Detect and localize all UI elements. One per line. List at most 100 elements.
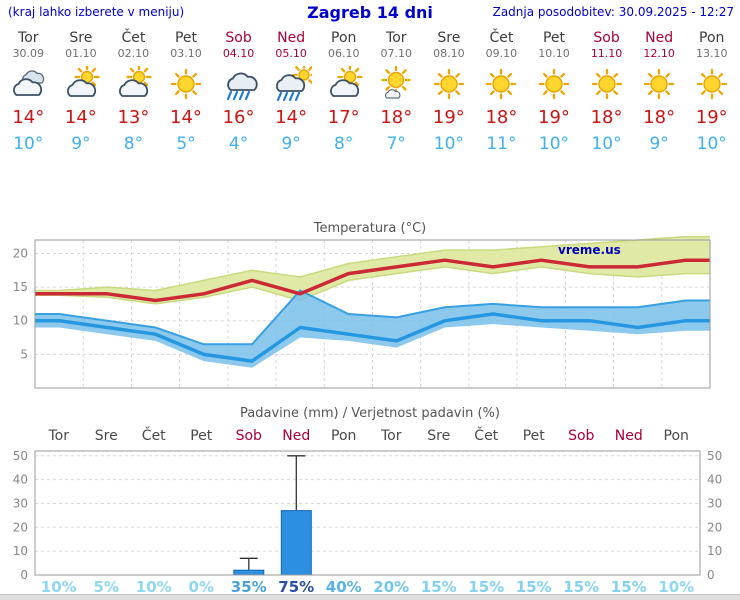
day-column-12.10[interactable]: Ned 12.10 18° 9° <box>633 30 686 154</box>
precip-axis-tick-left: 30 <box>13 497 28 511</box>
day-max-temp: 18° <box>590 107 623 128</box>
day-column-11.10[interactable]: Sob 11.10 18° 10° <box>580 30 633 154</box>
day-column-13.10[interactable]: Pon 13.10 19° 10° <box>685 30 738 154</box>
day-min-temp: 10° <box>13 134 44 154</box>
day-name: Ned <box>645 30 674 46</box>
precip-probability: 10% <box>658 578 695 596</box>
day-column-30.09[interactable]: Tor 30.09 14° 10° <box>2 30 55 154</box>
day-max-temp: 18° <box>643 107 676 128</box>
day-date: 10.10 <box>538 47 570 60</box>
day-date: 06.10 <box>327 47 360 60</box>
precip-day-label: Pet <box>522 428 545 444</box>
weather-icon-sunny-small-cloud <box>381 66 411 99</box>
precip-day-label: Sob <box>568 428 595 444</box>
day-max-temp: 14° <box>275 107 308 128</box>
day-name: Pet <box>174 30 198 46</box>
day-icon-wrap <box>107 65 160 103</box>
page-title: Zagreb 14 dni <box>307 3 433 22</box>
weather-icon-cloudy <box>13 70 45 96</box>
day-column-07.10[interactable]: Tor 07.10 18° 7° <box>370 30 423 154</box>
weather-icon-sunny <box>591 68 622 100</box>
day-name: Pet <box>542 30 566 46</box>
precip-axis-tick-left: 10 <box>13 544 28 558</box>
weather-icon-rain <box>226 72 258 101</box>
precip-bar <box>233 569 265 576</box>
precip-day-label: Sre <box>427 428 451 444</box>
precip-day-labels-row: Tor Sre Čet Pet Sob Ned Pon Tor Sre Čet Pet Sob Ned P… <box>35 428 700 444</box>
precip-probability: 15% <box>563 578 600 596</box>
day-max-temp: 14° <box>170 107 202 128</box>
day-icon-wrap <box>475 65 528 103</box>
day-date: 01.10 <box>65 47 97 60</box>
day-icon-wrap <box>528 65 581 103</box>
temperature-chart: 5 10 15 20 <box>13 235 711 389</box>
day-min-temp: 5° <box>176 134 196 154</box>
day-name: Sob <box>225 30 252 46</box>
day-date: 13.10 <box>695 47 728 60</box>
day-column-10.10[interactable]: Pet 10.10 19° 10° <box>528 30 581 154</box>
day-column-09.10[interactable]: Čet 09.10 18° 11° <box>475 30 528 154</box>
precip-day-label: Ned <box>282 428 311 444</box>
day-icon-wrap <box>2 65 55 103</box>
day-name: Ned <box>277 30 306 46</box>
day-min-temp: 9° <box>281 134 301 154</box>
brand-link[interactable]: vreme.us <box>558 243 621 257</box>
day-name: Sob <box>593 30 620 46</box>
precip-probability: 75% <box>278 578 315 596</box>
day-icon-wrap <box>265 65 318 103</box>
precip-probability: 15% <box>515 578 552 596</box>
precip-axis-tick-left: 40 <box>13 473 28 487</box>
day-name: Sre <box>437 30 461 46</box>
day-max-temp: 18° <box>485 107 518 128</box>
weather-icon-sunny <box>486 68 517 100</box>
precipitation-chart: 0 0 10 10 20 20 30 30 40 40 50 50 <box>13 449 723 582</box>
precip-probability: 40% <box>325 578 362 596</box>
day-column-01.10[interactable]: Sre 01.10 14° 9° <box>55 30 108 154</box>
day-column-08.10[interactable]: Sre 08.10 19° 10° <box>423 30 476 154</box>
day-name: Pon <box>699 30 725 46</box>
day-column-06.10[interactable]: Pon 06.10 17° 8° <box>317 30 370 154</box>
weather-icon-sunny <box>538 68 570 100</box>
horizontal-scrollbar[interactable] <box>0 594 740 600</box>
precip-day-label: Sob <box>235 428 262 444</box>
day-min-temp: 10° <box>433 134 464 154</box>
precip-day-label: Pet <box>190 428 213 444</box>
precip-probability-row: 10% 5% 10% 0% 35% 75% 40% 20% 15% 15% 15% 15% 15% 10% <box>35 578 700 596</box>
day-icon-wrap <box>317 65 370 103</box>
temp-axis-tick: 20 <box>13 247 28 261</box>
day-max-temp: 19° <box>538 107 570 128</box>
day-min-temp: 9° <box>71 134 91 154</box>
day-date: 03.10 <box>170 47 202 60</box>
day-max-temp: 17° <box>327 107 360 128</box>
day-column-02.10[interactable]: Čet 02.10 13° 8° <box>107 30 160 154</box>
day-icon-wrap <box>633 65 686 103</box>
day-column-05.10[interactable]: Ned 05.10 14° 9° <box>265 30 318 154</box>
precip-probability: 10% <box>40 578 77 596</box>
day-icon-wrap <box>370 65 423 103</box>
day-max-temp: 13° <box>117 107 150 128</box>
day-name: Čet <box>121 30 146 46</box>
precip-probability: 35% <box>230 578 267 596</box>
weather-icon-partly-cloudy <box>329 66 363 97</box>
precip-probability: 15% <box>610 578 647 596</box>
day-date: 05.10 <box>275 47 307 60</box>
day-date: 30.09 <box>12 47 45 60</box>
day-column-03.10[interactable]: Pet 03.10 14° 5° <box>160 30 213 154</box>
day-date: 04.10 <box>222 47 255 60</box>
day-name: Pon <box>331 30 357 46</box>
day-column-04.10[interactable]: Sob 04.10 16° 4° <box>212 30 265 154</box>
precip-day-label: Čet <box>474 428 499 444</box>
day-min-temp: 10° <box>696 134 727 154</box>
day-name: Sre <box>69 30 93 46</box>
weather-icon-partly-cloudy <box>66 66 100 97</box>
day-min-temp: 9° <box>649 134 669 154</box>
day-forecast-strip: Tor 30.09 14° 10° Sre 01.10 14° 9° Čet 02.10 13° 8°… <box>2 30 738 154</box>
day-icon-wrap <box>212 65 265 103</box>
day-icon-wrap <box>160 65 213 103</box>
weather-icon-partly-cloudy <box>119 66 153 97</box>
precip-axis-tick-right: 0 <box>707 568 715 582</box>
precip-probability: 20% <box>373 578 410 596</box>
precip-axis-tick-left: 20 <box>13 520 28 534</box>
day-name: Tor <box>386 30 407 46</box>
